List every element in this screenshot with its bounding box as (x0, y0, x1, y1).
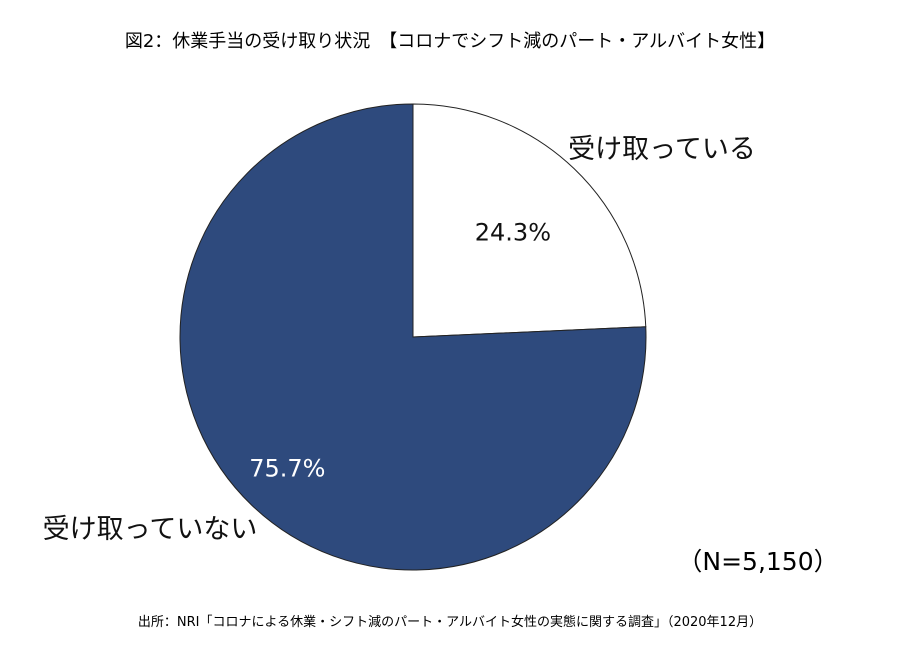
pie-slices (179, 103, 647, 571)
label-not-received: 受け取っていない (43, 514, 258, 545)
pct-label-1: 75.7% (249, 454, 325, 482)
source-note: 出所：NRI「コロナによる休業・シフト減のパート・アルバイト女性の実態に関する調… (138, 614, 762, 630)
pct-label-0: 24.3% (475, 219, 551, 247)
chart-title: 図2：休業手当の受け取り状況 【コロナでシフト減のパート・アルバイト女性】 (125, 31, 775, 52)
slice-received (412, 103, 647, 338)
label-received: 受け取っている (568, 134, 756, 165)
sample-size-label: （N=5,150） (677, 547, 838, 576)
slice-not-received (179, 103, 647, 571)
pie-slice-labels: 24.3% 受け取っている 75.7% 受け取っていない (43, 134, 756, 545)
